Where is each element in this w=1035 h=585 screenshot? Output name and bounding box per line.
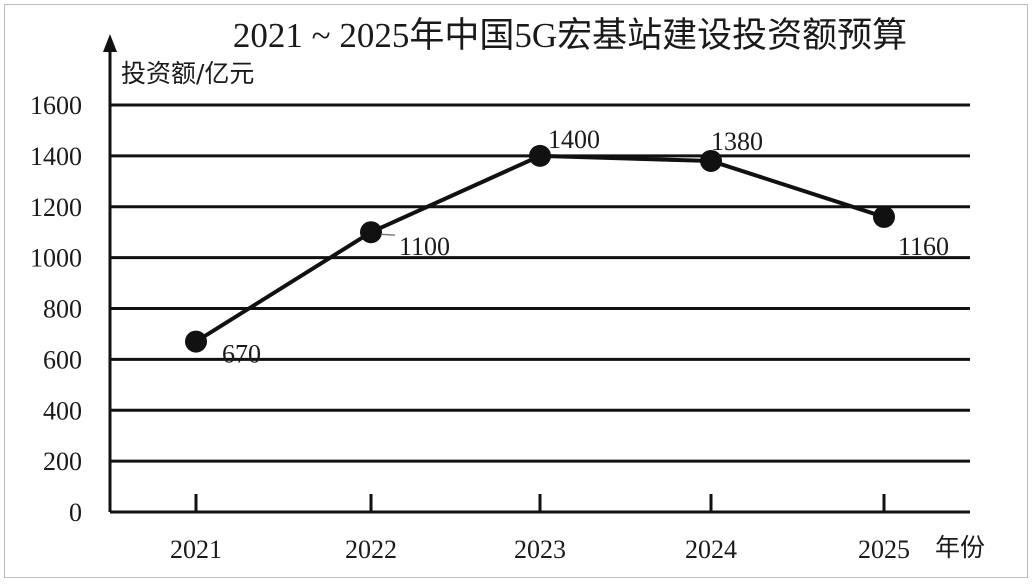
data-point <box>873 205 895 228</box>
data-label: 1100 <box>399 232 450 261</box>
y-axis-label: 投资额/亿元 <box>121 59 254 88</box>
chart-frame <box>4 4 1028 578</box>
y-tick-label: 600 <box>43 345 82 374</box>
chart-title: 2021 ~ 2025年中国5G宏基站建设投资额预算 <box>233 16 907 55</box>
data-label: 1380 <box>711 127 763 156</box>
data-label: 1160 <box>898 232 949 261</box>
data-point <box>529 144 551 167</box>
x-tick-label: 2023 <box>514 535 566 564</box>
x-axis-label: 年份 <box>935 533 985 562</box>
y-tick-label: 1600 <box>30 91 82 120</box>
y-tick-label: 800 <box>43 295 82 324</box>
data-point <box>700 149 722 172</box>
data-point <box>360 221 382 244</box>
y-tick-label: 400 <box>43 396 82 425</box>
data-label-leader <box>380 233 396 236</box>
x-tick-label: 2022 <box>345 535 397 564</box>
y-tick-label: 1400 <box>30 142 82 171</box>
x-tick-label: 2021 <box>170 535 222 564</box>
series-line <box>194 153 885 344</box>
y-tick-label: 1200 <box>30 193 82 222</box>
data-label: 1400 <box>548 125 600 154</box>
x-tick-label: 2025 <box>858 535 910 564</box>
y-tick-label: 0 <box>69 498 82 527</box>
y-axis-arrow <box>103 34 117 52</box>
y-tick-label: 200 <box>43 447 82 476</box>
x-tick-label: 2024 <box>685 535 737 564</box>
data-point <box>185 330 207 353</box>
y-tick-label: 1000 <box>30 244 82 273</box>
data-label: 670 <box>222 340 261 369</box>
